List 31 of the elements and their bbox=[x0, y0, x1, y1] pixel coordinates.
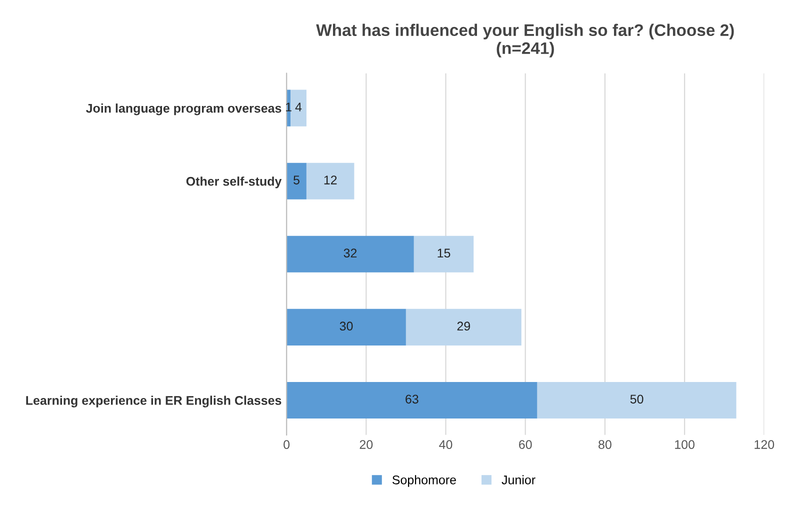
data-label: 12 bbox=[324, 176, 337, 184]
data-label: 4 bbox=[295, 102, 302, 112]
x-tick-label: 40 bbox=[439, 440, 452, 449]
y-tick-label: Other self-study bbox=[186, 176, 282, 188]
chart-title: What has influenced your English so far? (Choose 2) (n=241) bbox=[316, 24, 734, 58]
data-label: 32 bbox=[344, 248, 357, 258]
x-tick-label: 120 bbox=[754, 440, 774, 449]
bar bbox=[406, 308, 522, 346]
data-label: 30 bbox=[340, 322, 353, 331]
bar bbox=[286, 236, 414, 272]
x-tick-label: 0 bbox=[284, 440, 290, 449]
legend-label: Junior bbox=[502, 475, 536, 484]
bar bbox=[414, 236, 474, 272]
x-tick-label: 20 bbox=[360, 440, 373, 449]
y-tick-label: Learning experience in ER English Classes bbox=[26, 396, 282, 408]
data-label: 15 bbox=[438, 248, 450, 258]
data-label: 63 bbox=[406, 394, 418, 404]
bar bbox=[286, 382, 538, 418]
x-tick-label: 80 bbox=[598, 440, 612, 449]
bar bbox=[537, 382, 736, 418]
data-label: 50 bbox=[630, 394, 644, 404]
data-label: 5 bbox=[294, 176, 300, 184]
bar bbox=[286, 162, 306, 200]
x-tick-label: 60 bbox=[519, 440, 532, 449]
bar bbox=[306, 162, 354, 200]
data-label: 29 bbox=[457, 322, 470, 331]
bar bbox=[286, 308, 406, 346]
bar bbox=[290, 90, 306, 126]
y-tick-label: Join language program overseas bbox=[86, 104, 282, 116]
legend-label: Sophomore bbox=[392, 475, 456, 487]
x-tick-label: 100 bbox=[675, 440, 694, 449]
